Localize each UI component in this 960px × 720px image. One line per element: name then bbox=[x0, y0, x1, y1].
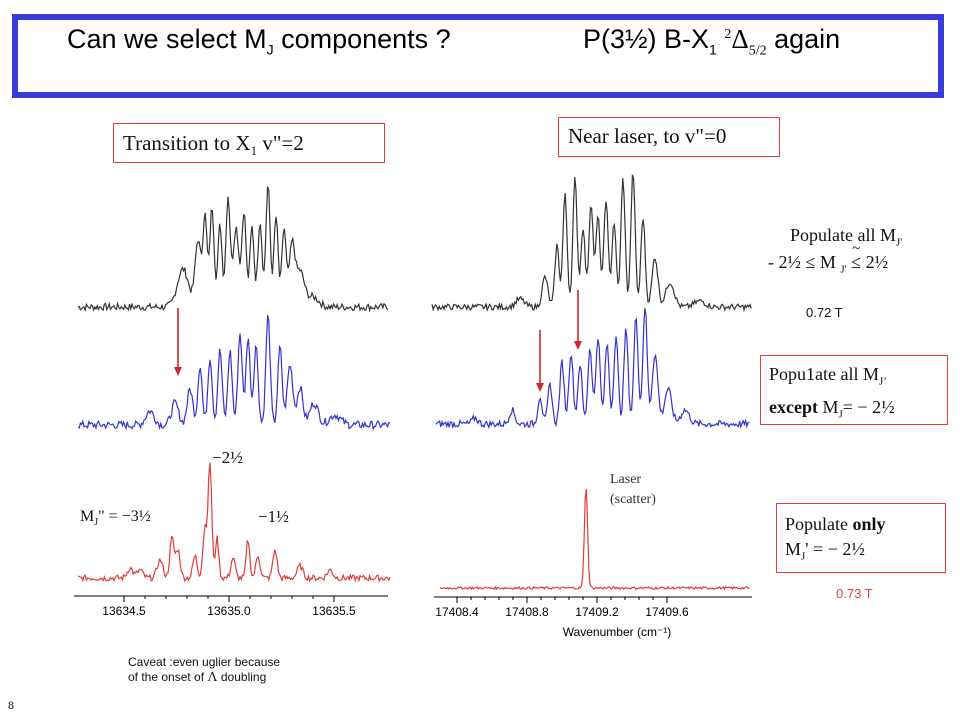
peak-label-right: −1½ bbox=[258, 507, 289, 526]
axis-right-title: Wavenumber (cm⁻¹) bbox=[563, 625, 672, 639]
field-label-1: 0.72 T bbox=[806, 305, 843, 320]
only-line2-sub: J bbox=[801, 550, 806, 563]
only-line1-pre: Populate bbox=[785, 514, 853, 534]
trace-left-v2-all bbox=[77, 186, 389, 313]
caveat-lambda: Λ bbox=[207, 670, 218, 685]
title-left: Can we select MJ components ? bbox=[67, 24, 451, 57]
page-number: 8 bbox=[8, 698, 14, 712]
populate-all-main: Populate all M bbox=[790, 225, 896, 245]
arrow-left-head bbox=[174, 367, 182, 376]
axis-right-tick-label: 17408.8 bbox=[505, 605, 549, 619]
axis-left-tick-label: 13634.5 bbox=[102, 604, 146, 618]
only-line2-tail: ' = − 2½ bbox=[805, 539, 865, 559]
range-m: M bbox=[815, 252, 841, 272]
caveat-line2: of the onset of Λ doubling bbox=[128, 670, 280, 685]
laser-label: Laser (scatter) bbox=[610, 470, 656, 510]
only-line1-bold: only bbox=[852, 514, 886, 534]
populate-all-label: Populate all MJ' bbox=[790, 225, 902, 249]
trace-left-v2-only bbox=[77, 462, 391, 583]
caveat-line1: Caveat :even uglier because bbox=[128, 655, 281, 669]
caveat-note: Caveat :even uglier because of the onset… bbox=[128, 655, 280, 685]
trace-right-v0-except bbox=[435, 307, 750, 430]
mj-label-tail: " = −3½ bbox=[98, 508, 151, 525]
range-le2-wrap: ≤ ~ bbox=[851, 241, 862, 273]
caveat-line2-pre: of the onset of bbox=[128, 670, 208, 684]
title-left-sub: J bbox=[266, 41, 274, 58]
caveat-line2-post: doubling bbox=[217, 670, 267, 684]
trace-left-v2-except bbox=[77, 315, 391, 431]
populate-range-label: - 2½ ≤ M J' ≤ ~ 2½ bbox=[768, 241, 889, 276]
range-sub: J' bbox=[840, 263, 847, 276]
only-line2-m: M bbox=[785, 539, 802, 559]
right-header-text: Near laser, to v"=0 bbox=[568, 124, 727, 148]
title-right-sub2: 5/2 bbox=[748, 43, 767, 59]
range-le2: ≤ bbox=[851, 252, 862, 272]
axis-left-tick-label: 13635.5 bbox=[312, 604, 356, 618]
populate-only-box: Populate only MJ' = − 2½ bbox=[776, 503, 946, 573]
right-header-box: Near laser, to v"=0 bbox=[558, 117, 780, 157]
laser-line1: Laser bbox=[610, 472, 642, 487]
except-line2-tail: = − 2½ bbox=[842, 396, 895, 417]
left-header-box: Transition to X1 v"=2 bbox=[113, 123, 385, 163]
populate-only-line2: MJ' = − 2½ bbox=[785, 537, 945, 570]
except-line2-sub: J bbox=[838, 408, 843, 421]
title-right-main: P(3½) B-X bbox=[583, 24, 710, 54]
title-banner bbox=[12, 14, 944, 98]
peak-label-center: −2½ bbox=[212, 448, 243, 467]
range-le1: ≤ bbox=[805, 252, 816, 272]
field-label-2: 0.73 T bbox=[836, 586, 873, 601]
laser-line2: (scatter) bbox=[610, 492, 656, 507]
except-line2-bold: except bbox=[769, 396, 823, 417]
title-right-delta: Δ bbox=[731, 24, 749, 54]
mj-label: MJ" = −3½ bbox=[80, 508, 151, 528]
axis-right-tick-label: 17409.2 bbox=[575, 605, 619, 619]
range-post: 2½ bbox=[861, 252, 889, 272]
mj-label-pre: M bbox=[80, 508, 95, 525]
title-right: P(3½) B-X1 2Δ5/2 again bbox=[583, 24, 840, 59]
left-header-tail: v"=2 bbox=[257, 131, 304, 155]
axis-right-tick-label: 17408.4 bbox=[435, 605, 479, 619]
range-pre: - 2½ bbox=[768, 252, 806, 272]
populate-except-line1: Popu1ate all MJ’ bbox=[769, 362, 947, 395]
arrow-right-outer-head bbox=[536, 383, 544, 392]
axis-right-tick-label: 17409.6 bbox=[645, 605, 689, 619]
except-line2-m: M bbox=[822, 396, 839, 417]
title-right-sup: 2 bbox=[724, 27, 732, 42]
populate-all-sub: J' bbox=[896, 236, 903, 249]
trace-right-v0-all bbox=[431, 174, 752, 313]
title-right-sub1: 1 bbox=[709, 41, 717, 58]
except-line1-main: Popu1ate all M bbox=[769, 364, 879, 384]
axis-left-tick-label: 13635.0 bbox=[207, 604, 251, 618]
mj-label-sub: J bbox=[94, 517, 99, 529]
arrow-right-inner-head bbox=[574, 341, 582, 350]
populate-except-box: Popu1ate all MJ’ except MJ= − 2½ bbox=[760, 355, 948, 425]
populate-only-line1: Populate only bbox=[785, 512, 945, 537]
title-right-tail: again bbox=[766, 24, 841, 54]
range-tilde: ~ bbox=[852, 241, 861, 257]
title-left-tail: components ? bbox=[273, 24, 451, 54]
populate-except-line2: except MJ= − 2½ bbox=[769, 395, 947, 428]
left-header-sub: 1 bbox=[250, 143, 258, 159]
except-line1-sub: J’ bbox=[879, 375, 887, 388]
title-left-main: Can we select M bbox=[67, 24, 267, 54]
left-header-main: Transition to X bbox=[123, 131, 251, 155]
trace-right-v0-only bbox=[439, 489, 750, 591]
